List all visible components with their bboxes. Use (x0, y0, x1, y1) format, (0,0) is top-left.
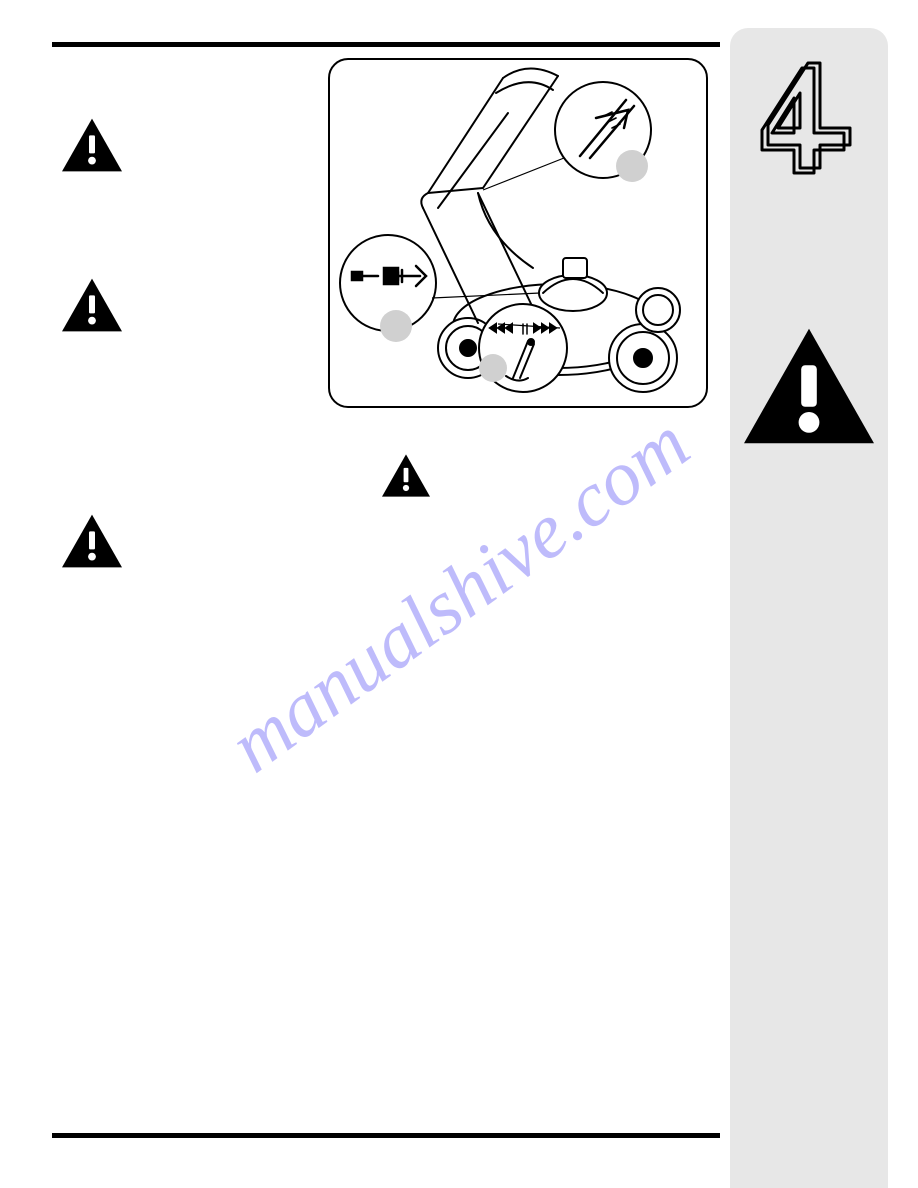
callout-height-lever (479, 304, 567, 392)
lawn-mower-setup-diagram (328, 58, 708, 408)
manual-page: manualshive.com (0, 0, 918, 1188)
section-sidebar (730, 28, 888, 1188)
watermark-text: manualshive.com (213, 398, 706, 790)
callout-handle-lock (483, 82, 651, 190)
warning-icon (62, 118, 122, 172)
bottom-horizontal-rule (52, 1133, 720, 1138)
warning-icon (382, 454, 430, 497)
warning-icon (62, 278, 122, 332)
warning-icon (62, 514, 122, 568)
section-number (754, 58, 864, 196)
mower-illustration (328, 58, 708, 408)
top-horizontal-rule (52, 42, 720, 47)
warning-icon-sidebar (744, 328, 874, 444)
